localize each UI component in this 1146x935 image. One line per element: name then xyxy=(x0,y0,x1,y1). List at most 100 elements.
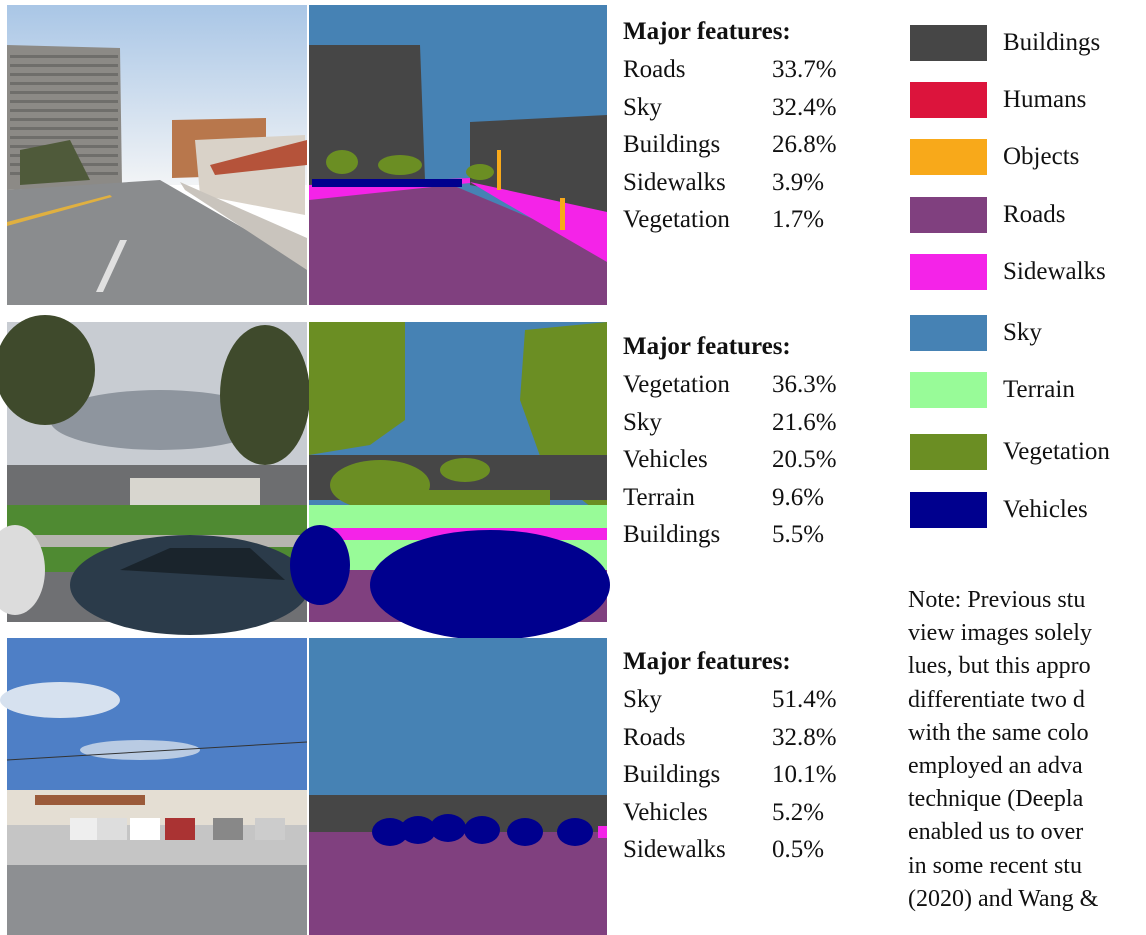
seg-vegetation xyxy=(440,458,490,482)
legend-label: Vegetation xyxy=(1003,438,1110,465)
photo-window-band xyxy=(10,127,118,130)
feature-value: 5.2% xyxy=(772,798,825,826)
seg-vegetation xyxy=(400,490,550,505)
seg-vegetation xyxy=(309,322,405,455)
feature-label: Vegetation xyxy=(623,206,730,234)
feature-value: 20.5% xyxy=(772,446,837,474)
legend-swatch xyxy=(910,434,987,470)
seg-vehicle xyxy=(290,525,350,605)
features-heading: Major features: xyxy=(623,333,791,360)
note-line: technique (Deepla xyxy=(908,786,1084,813)
seg-vehicle xyxy=(370,530,610,640)
photo-roof xyxy=(35,795,145,805)
feature-label: Sidewalks xyxy=(623,836,726,864)
photo-car xyxy=(165,818,195,840)
photo-lane xyxy=(7,195,112,226)
legend-label: Sky xyxy=(1003,319,1042,346)
note-line: (2020) and Wang & xyxy=(908,885,1099,912)
legend-label: Sidewalks xyxy=(1003,258,1106,285)
photo-road xyxy=(7,180,307,305)
feature-label: Buildings xyxy=(623,131,721,159)
photo-car xyxy=(213,818,243,840)
photo-window-band xyxy=(10,73,118,76)
photo-house xyxy=(130,478,260,506)
seg-vegetation xyxy=(378,155,422,175)
legend-label: Vehicles xyxy=(1003,496,1088,523)
photo-window-band xyxy=(10,109,118,112)
seg-sidewalk xyxy=(598,826,607,838)
feature-value: 51.4% xyxy=(772,686,837,713)
feature-value: 36.3% xyxy=(772,371,837,398)
photo-car xyxy=(97,818,127,840)
photo-window-band xyxy=(10,55,118,58)
legend-label: Buildings xyxy=(1003,29,1101,56)
feature-label: Vehicles xyxy=(623,798,708,826)
feature-value: 3.9% xyxy=(772,168,825,196)
note-line: view images solely xyxy=(908,620,1092,647)
feature-value: 32.8% xyxy=(772,723,837,751)
photo-car xyxy=(0,525,45,615)
seg-road xyxy=(309,180,607,305)
photo-car xyxy=(130,818,160,840)
photo-road xyxy=(7,865,307,935)
photo-window-band xyxy=(10,118,118,121)
seg-vegetation xyxy=(326,150,358,174)
photo-tree xyxy=(220,325,310,465)
feature-label: Vegetation xyxy=(623,371,730,398)
legend-swatch xyxy=(910,25,987,61)
note-line: enabled us to over xyxy=(908,819,1084,846)
seg-terrain xyxy=(309,505,607,530)
seg-vehicle xyxy=(507,818,543,846)
feature-value: 5.5% xyxy=(772,521,825,549)
feature-label: Sky xyxy=(623,408,662,436)
seg-building xyxy=(470,115,607,212)
photo-cloud xyxy=(80,740,200,760)
feature-value: 21.6% xyxy=(772,408,837,436)
legend-label: Objects xyxy=(1003,143,1080,170)
feature-label: Sidewalks xyxy=(623,168,726,196)
photo-tree xyxy=(20,140,90,185)
feature-label: Vehicles xyxy=(623,446,708,474)
legend-label: Roads xyxy=(1003,201,1066,228)
features-heading: Major features: xyxy=(623,648,791,675)
seg-vehicle xyxy=(464,816,500,844)
photo-window-band xyxy=(10,100,118,103)
photo-car-window xyxy=(120,548,285,580)
legend-swatch xyxy=(910,139,987,175)
photo-car xyxy=(70,818,100,840)
photo-roof xyxy=(210,140,307,175)
feature-value: 32.4% xyxy=(772,93,837,121)
legend-swatch xyxy=(910,197,987,233)
feature-value: 33.7% xyxy=(772,56,837,83)
photo-cloud xyxy=(50,390,270,450)
legend-label: Humans xyxy=(1003,86,1087,113)
feature-value: 10.1% xyxy=(772,761,837,789)
note-line: employed an adva xyxy=(908,753,1083,779)
legend-swatch xyxy=(910,492,987,528)
feature-value: 26.8% xyxy=(772,131,837,159)
note-line: with the same colo xyxy=(908,719,1089,746)
feature-value: 1.7% xyxy=(772,206,825,234)
photo-lawn xyxy=(7,505,307,535)
photo-lane xyxy=(96,240,127,292)
seg-vehicle xyxy=(557,818,593,846)
photo-cloud xyxy=(0,682,120,718)
feature-label: Roads xyxy=(623,723,686,751)
feature-value: 0.5% xyxy=(772,836,825,864)
note-line: lues, but this appro xyxy=(908,653,1091,680)
feature-label: Buildings xyxy=(623,761,721,789)
seg-vehicle xyxy=(430,814,466,842)
feature-label: Buildings xyxy=(623,521,721,549)
feature-label: Sky xyxy=(623,93,662,121)
feature-value: 9.6% xyxy=(772,483,825,511)
photo-tree xyxy=(0,315,95,425)
feature-label: Roads xyxy=(623,56,686,83)
photo-window-band xyxy=(10,64,118,67)
features-heading: Major features: xyxy=(623,18,791,45)
note-line: in some recent stu xyxy=(908,852,1082,879)
feature-label: Terrain xyxy=(623,483,695,511)
seg-building xyxy=(309,45,425,185)
seg-vehicle xyxy=(372,818,408,846)
photo-window-band xyxy=(10,136,118,139)
